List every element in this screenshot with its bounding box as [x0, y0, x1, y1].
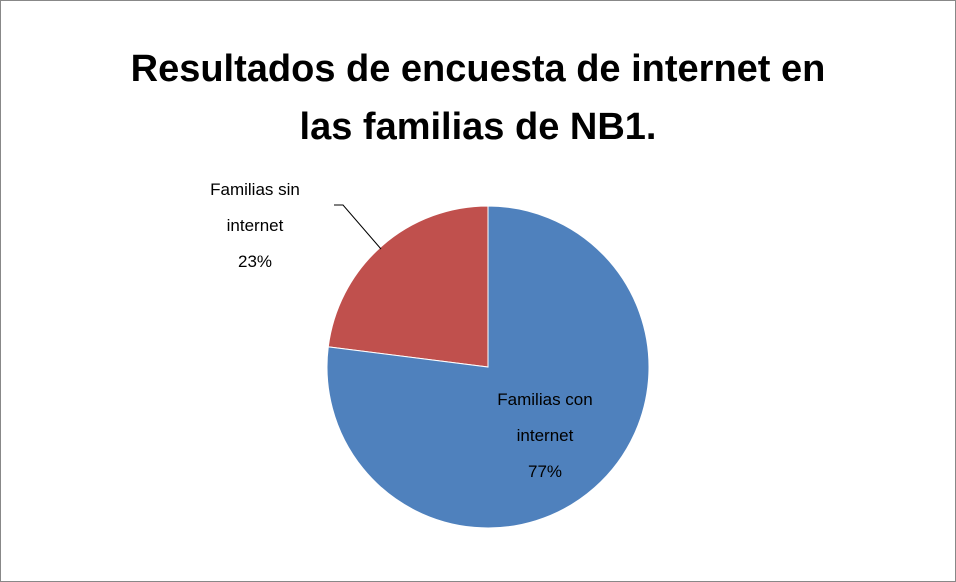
- pie-slice: [327, 205, 489, 368]
- chart-title: Resultados de encuesta de internet en la…: [130, 48, 826, 148]
- pie-slice: [326, 205, 650, 529]
- slice-category: Familias con internet: [497, 390, 593, 445]
- leader-line: [334, 204, 382, 250]
- slice-value: 23%: [237, 252, 273, 271]
- slice-value: 77%: [527, 462, 563, 481]
- slice-label: Familias con internet 77%: [485, 382, 605, 490]
- slice-category: Familias sin internet: [210, 180, 300, 235]
- slice-label: Familias sin internet 23%: [195, 172, 315, 280]
